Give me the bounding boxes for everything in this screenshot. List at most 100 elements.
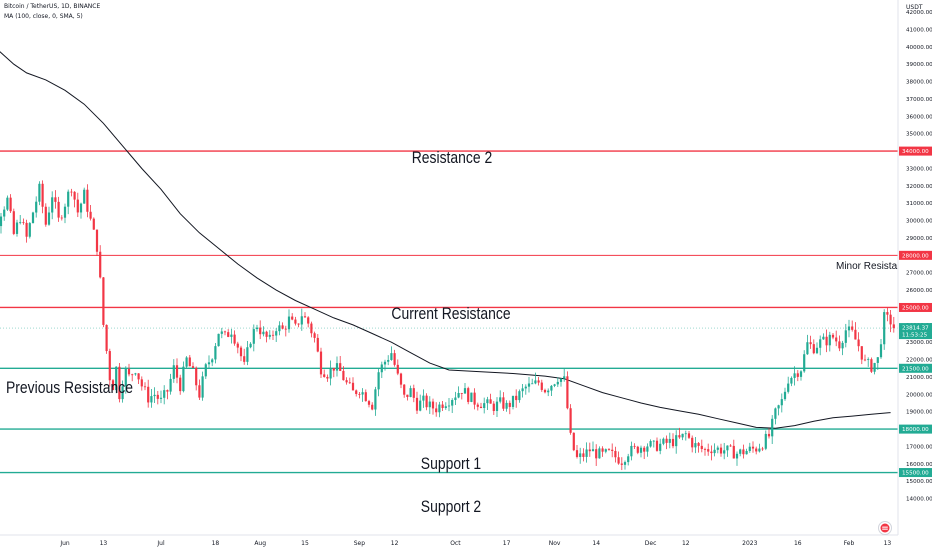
candle-body bbox=[476, 404, 479, 407]
price-tick-label: 17000.00 bbox=[906, 444, 932, 450]
candle-body bbox=[777, 405, 780, 409]
candle-body bbox=[809, 342, 812, 345]
price-axis-panel[interactable] bbox=[898, 0, 932, 535]
candle-body bbox=[585, 449, 588, 457]
candle-body bbox=[419, 400, 422, 411]
candle-body bbox=[191, 366, 195, 368]
bar-countdown: 11:53:25 bbox=[902, 333, 928, 339]
candle-body bbox=[92, 218, 95, 230]
candle-body bbox=[220, 331, 223, 334]
candle-body bbox=[223, 331, 227, 333]
candle-body bbox=[377, 372, 380, 390]
candle-body bbox=[883, 312, 886, 345]
candle-body bbox=[703, 449, 707, 450]
candle-body bbox=[364, 392, 367, 402]
candle-body bbox=[291, 316, 294, 320]
candle-body bbox=[243, 356, 246, 362]
candle-body bbox=[841, 342, 844, 349]
price-tick-label: 22000.00 bbox=[906, 358, 932, 364]
candle-body bbox=[367, 401, 371, 405]
level-caption: Support 2 bbox=[421, 498, 481, 517]
level-lines bbox=[0, 150, 898, 474]
candle-body bbox=[684, 433, 687, 435]
candle-body bbox=[892, 324, 895, 329]
candle-body bbox=[28, 223, 31, 237]
candle-body bbox=[19, 222, 22, 224]
candle-body bbox=[735, 453, 739, 459]
candle-body bbox=[447, 405, 451, 407]
candle-body bbox=[604, 449, 607, 452]
candle-body bbox=[598, 448, 601, 459]
candle-body bbox=[444, 406, 447, 409]
candle-body bbox=[121, 386, 124, 400]
price-tick-label: 21000.00 bbox=[906, 375, 932, 381]
candle-body bbox=[198, 385, 201, 398]
candle-body bbox=[697, 443, 700, 446]
candle-body bbox=[211, 359, 214, 363]
ma-line-layer bbox=[0, 51, 891, 429]
candle-body bbox=[41, 183, 44, 207]
last-price-tag bbox=[899, 323, 932, 340]
indicator-legend[interactable]: MA (100, close, 0, SMA, 5) bbox=[4, 13, 83, 20]
time-axis[interactable]: Jun 13 Jul 18 Aug 15 Sep 12 Oct 17 Nov 14 Dec 12 2023 1… bbox=[59, 540, 891, 547]
candle-body bbox=[73, 191, 76, 200]
candle-body bbox=[332, 367, 335, 371]
candle-body bbox=[153, 394, 156, 397]
candle-body bbox=[630, 445, 633, 457]
candle-body bbox=[25, 222, 28, 237]
candle-body bbox=[838, 341, 841, 349]
candle-body bbox=[460, 393, 463, 394]
candle-body bbox=[473, 392, 476, 405]
candle-body bbox=[543, 389, 547, 393]
candle-body bbox=[499, 397, 502, 402]
candle-body bbox=[335, 363, 339, 371]
candle-body bbox=[339, 363, 342, 371]
candle-body bbox=[579, 453, 582, 457]
candle-body bbox=[451, 400, 454, 406]
price-level-tag bbox=[899, 250, 932, 260]
candle-body bbox=[287, 316, 291, 330]
candle-body bbox=[233, 334, 236, 344]
time-tick-label: 12 bbox=[682, 540, 690, 547]
candle-body bbox=[310, 323, 313, 334]
candle-body bbox=[6, 197, 9, 210]
candle-body bbox=[483, 403, 486, 408]
candle-body bbox=[492, 403, 495, 412]
candle-body bbox=[732, 445, 735, 459]
candle-body bbox=[527, 383, 531, 387]
candle-body bbox=[371, 404, 374, 410]
price-level-value: 15500.00 bbox=[902, 471, 929, 477]
candle-body bbox=[515, 395, 518, 401]
candle-body bbox=[182, 366, 185, 392]
candle-body bbox=[815, 347, 819, 354]
candle-body bbox=[771, 418, 774, 437]
price-level-value: 28000.00 bbox=[902, 253, 929, 259]
tradingview-logo-icon[interactable] bbox=[878, 521, 892, 535]
candle-body bbox=[790, 377, 793, 384]
candle-body bbox=[140, 379, 143, 387]
candle-body bbox=[435, 408, 438, 413]
price-tick-label: 19000.00 bbox=[906, 410, 932, 416]
candle-body bbox=[185, 357, 188, 367]
time-tick-label: 13 bbox=[884, 540, 892, 547]
candle-body bbox=[595, 449, 598, 459]
time-tick-label: 16 bbox=[794, 540, 802, 547]
candle-body bbox=[857, 339, 860, 347]
candle-body bbox=[51, 197, 54, 213]
time-axis-panel[interactable] bbox=[0, 535, 932, 550]
candle-body bbox=[511, 395, 515, 407]
candle-body bbox=[531, 383, 534, 385]
candle-body bbox=[275, 331, 278, 336]
candle-body bbox=[844, 330, 847, 343]
price-tick-label: 36000.00 bbox=[906, 114, 932, 120]
candle-body bbox=[179, 377, 182, 392]
candle-body bbox=[876, 357, 879, 363]
symbol-title: Bitcoin / TetherUS, 1D, BINANCE bbox=[4, 3, 101, 10]
candle-body bbox=[799, 371, 803, 377]
price-tick-label: 33000.00 bbox=[906, 166, 932, 172]
candle-body bbox=[825, 336, 828, 346]
candle-body bbox=[550, 385, 553, 391]
level-caption: Resistance 2 bbox=[412, 149, 493, 168]
candle-body bbox=[351, 382, 355, 391]
